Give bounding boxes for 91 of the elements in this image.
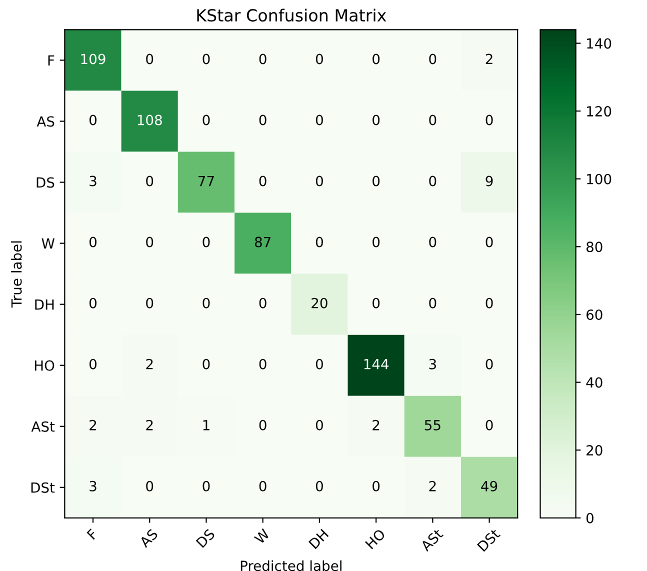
x-tick-label: DSt [476, 528, 501, 552]
x-tick-label: DS [196, 528, 216, 548]
data-label: 0 [316, 114, 323, 126]
data-label: 1 [203, 420, 210, 430]
data-label: 109 [81, 54, 106, 64]
data-label: 0 [202, 358, 210, 370]
x-axis-title: Predicted label [240, 560, 342, 571]
data-label: 0 [429, 54, 436, 64]
data-label: 0 [146, 236, 154, 248]
data-label: 0 [146, 298, 154, 308]
color-bar-label: 0 [586, 512, 594, 524]
data-label: 49 [481, 480, 498, 492]
color-bar-label: 80 [586, 242, 602, 252]
data-label: 0 [146, 54, 154, 64]
data-label: 0 [90, 114, 96, 126]
data-label: 0 [90, 298, 96, 308]
y-tick-label: F [48, 55, 54, 66]
data-label: 0 [259, 420, 266, 430]
data-label: 2 [146, 420, 153, 430]
data-label: 0 [372, 54, 380, 64]
data-label: 0 [90, 358, 96, 370]
data-label: 0 [429, 298, 436, 308]
data-label: 0 [372, 298, 380, 308]
data-label: 0 [259, 54, 266, 64]
x-tick-label: AS [138, 528, 158, 548]
data-label: 0 [372, 480, 380, 492]
data-label: 2 [146, 358, 153, 370]
data-label: 0 [202, 114, 210, 126]
data-label: 3 [90, 480, 96, 492]
data-label: 0 [486, 420, 493, 430]
color-bar-label: 140 [587, 38, 612, 49]
data-label: 144 [364, 359, 389, 370]
data-label: 0 [316, 54, 323, 64]
data-label: 2 [372, 420, 380, 430]
data-label: 0 [316, 176, 323, 186]
data-label: 0 [259, 114, 266, 126]
data-label: 0 [202, 236, 210, 248]
data-label: 0 [316, 236, 323, 248]
data-label: 0 [146, 176, 154, 186]
data-label: 0 [372, 236, 380, 248]
data-label: 0 [372, 114, 380, 126]
data-label: 0 [486, 236, 493, 248]
data-label: 0 [316, 358, 323, 370]
data-label: 0 [429, 114, 436, 126]
y-tick-label: AS [36, 116, 54, 127]
x-tick-label: DH [308, 528, 329, 550]
data-label: 2 [90, 420, 96, 430]
y-tick-label: W [42, 238, 55, 249]
y-tick-label: ASt [31, 421, 55, 432]
data-label: 0 [372, 176, 380, 186]
data-label: 2 [486, 54, 492, 64]
y-tick-label: HO [34, 360, 54, 371]
chart-title: KStar Confusion Matrix [197, 8, 386, 22]
data-label: 0 [146, 480, 154, 492]
data-label: 55 [424, 420, 440, 430]
data-label: 0 [316, 480, 323, 492]
x-tick-label: ASt [420, 528, 444, 552]
data-label: 0 [486, 358, 493, 370]
color-bar-label: 100 [587, 174, 612, 184]
y-tick-label: DSt [31, 482, 55, 493]
color-bar-label: 120 [587, 106, 612, 117]
data-label: 3 [90, 176, 96, 186]
data-label: 0 [202, 480, 210, 492]
data-label: 0 [316, 420, 323, 430]
data-label: 0 [486, 298, 493, 308]
data-label: 3 [429, 358, 436, 370]
data-label: 0 [202, 54, 210, 64]
data-label: 2 [429, 480, 436, 492]
x-tick-label: HO [364, 528, 386, 550]
data-label: 0 [90, 236, 96, 248]
color-bar-label: 40 [586, 377, 602, 388]
data-label: 0 [486, 114, 493, 126]
data-label: 0 [202, 298, 210, 308]
y-tick-label: DS [36, 177, 54, 188]
x-tick-label: W [254, 528, 270, 544]
data-label: 0 [259, 480, 266, 492]
x-tick-label: F [86, 528, 98, 540]
data-label: 87 [254, 236, 270, 248]
color-bar-label: 20 [586, 445, 602, 456]
y-tick-label: DH [35, 299, 54, 310]
data-label: 108 [138, 114, 162, 126]
data-label: 9 [486, 176, 493, 186]
data-label: 0 [429, 176, 436, 186]
y-axis-title: True label [11, 241, 22, 308]
data-label: 77 [198, 176, 214, 186]
data-label: 0 [429, 236, 436, 248]
data-label: 0 [259, 358, 266, 370]
data-label: 20 [312, 298, 328, 308]
color-bar-label: 60 [586, 309, 602, 320]
data-label: 0 [259, 176, 266, 186]
data-label: 0 [259, 298, 266, 308]
